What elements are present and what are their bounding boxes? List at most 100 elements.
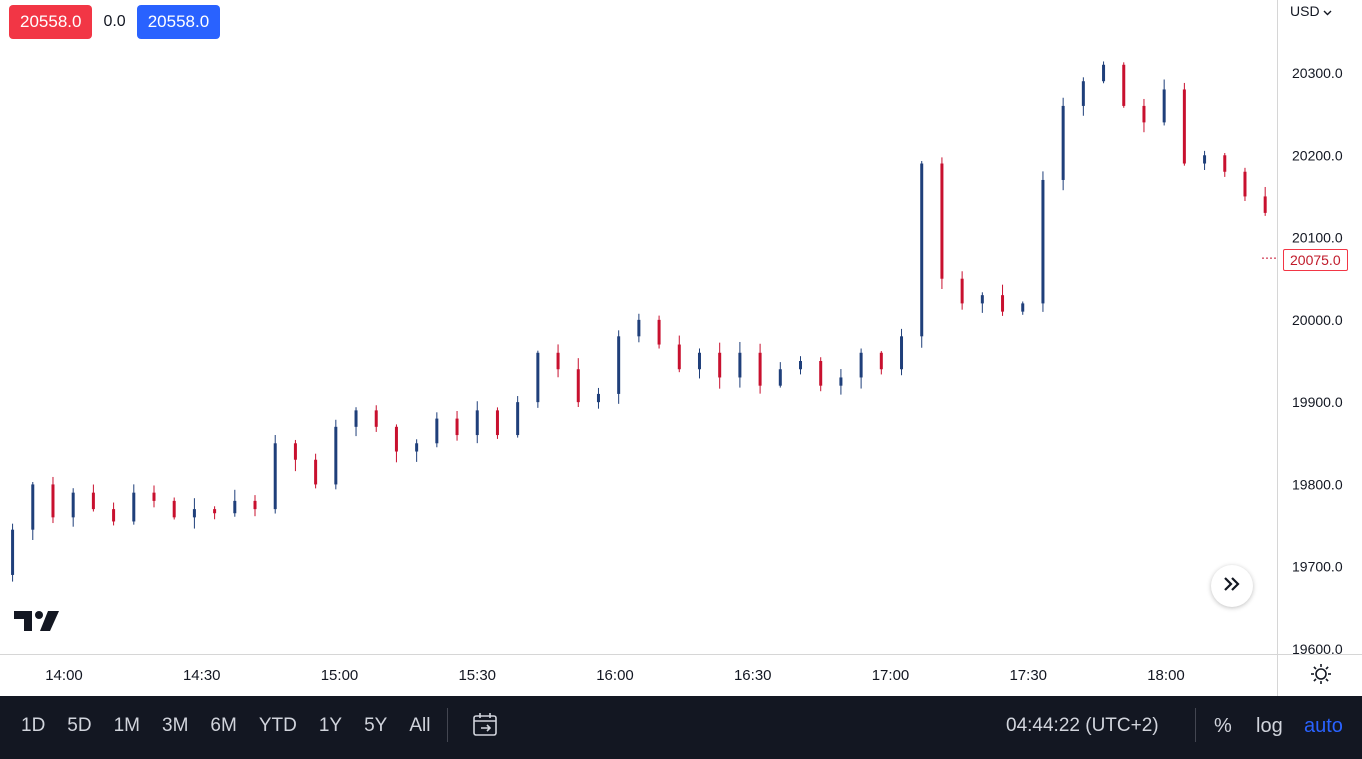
auto-scale-button[interactable]: auto bbox=[1304, 715, 1343, 737]
range-all[interactable]: All bbox=[409, 715, 431, 736]
date-range-icon[interactable] bbox=[472, 712, 498, 743]
candle-body bbox=[1223, 155, 1227, 172]
chart-settings-corner[interactable] bbox=[1277, 654, 1362, 697]
candle-body bbox=[778, 369, 782, 386]
candlestick-plot[interactable] bbox=[0, 0, 1277, 654]
candle-up bbox=[1081, 77, 1085, 116]
range-selector: 1D 5D 1M 3M 6M YTD 1Y 5Y All bbox=[10, 696, 441, 756]
candle-body bbox=[637, 319, 641, 337]
sell-price-button[interactable]: 20558.0 bbox=[9, 5, 93, 39]
currency-selector[interactable]: USD bbox=[1290, 3, 1332, 19]
candle-down bbox=[253, 495, 257, 517]
time-tick-label: 15:00 bbox=[321, 667, 359, 684]
time-tick-label: 16:00 bbox=[596, 667, 634, 684]
clock-timezone[interactable]: 04:44:22 (UTC+2) bbox=[1006, 715, 1159, 736]
last-price-label: 20075.0 bbox=[1283, 249, 1348, 271]
candle-body bbox=[677, 344, 681, 370]
candle-body bbox=[71, 492, 75, 518]
candle-down bbox=[556, 344, 560, 378]
candle-down bbox=[576, 358, 580, 407]
candle-down bbox=[758, 343, 762, 394]
price-tick-label: 20000.0 bbox=[1292, 312, 1343, 328]
buy-price-button[interactable]: 20558.0 bbox=[136, 5, 221, 39]
candle-up bbox=[354, 407, 358, 437]
candle-up bbox=[980, 292, 984, 313]
candle-body bbox=[960, 278, 964, 304]
candle-down bbox=[394, 424, 398, 463]
time-axis-ticks: 14:00 14:30 15:00 15:30 16:00 16:30 17:00 17:30… bbox=[45, 667, 1185, 684]
time-tick-label: 14:00 bbox=[45, 667, 83, 684]
candle-body bbox=[1102, 64, 1106, 82]
candle-body bbox=[334, 426, 338, 485]
candle-body bbox=[31, 484, 35, 530]
range-1y[interactable]: 1Y bbox=[318, 715, 343, 736]
price-tick-label: 19700.0 bbox=[1292, 559, 1343, 575]
range-1m[interactable]: 1M bbox=[113, 715, 140, 736]
candle-down bbox=[1182, 82, 1186, 166]
candle-down bbox=[1223, 153, 1227, 177]
candle-body bbox=[394, 426, 398, 452]
candle-up bbox=[920, 160, 924, 348]
candle-down bbox=[1263, 186, 1267, 216]
candle-up bbox=[1102, 61, 1106, 84]
candle-up bbox=[415, 439, 419, 462]
time-axis[interactable]: 14:00 14:30 15:00 15:30 16:00 16:30 17:00 17:30… bbox=[0, 654, 1277, 697]
candle-body bbox=[1001, 295, 1005, 312]
candle-body bbox=[799, 361, 803, 370]
candle-body bbox=[1263, 196, 1267, 213]
scroll-to-realtime-button[interactable] bbox=[1211, 565, 1253, 607]
range-5y[interactable]: 5Y bbox=[364, 715, 388, 736]
candle-body bbox=[293, 443, 297, 460]
double-chevron-right-icon bbox=[1223, 576, 1241, 596]
candle-body bbox=[435, 418, 439, 444]
candle-body bbox=[475, 410, 479, 436]
range-3m[interactable]: 3M bbox=[162, 715, 189, 736]
candle-body bbox=[617, 336, 621, 394]
sun-settings-icon[interactable] bbox=[1310, 663, 1332, 690]
candle-body bbox=[718, 352, 722, 378]
candle-body bbox=[1182, 89, 1186, 164]
candle-down bbox=[314, 453, 318, 489]
range-5d[interactable]: 5D bbox=[67, 715, 92, 736]
candle-down bbox=[455, 411, 459, 441]
toolbar-divider bbox=[447, 708, 448, 742]
percent-scale-button[interactable]: % bbox=[1214, 715, 1232, 737]
candle-up bbox=[637, 313, 641, 343]
candle-down bbox=[879, 351, 883, 375]
candle-down bbox=[152, 485, 156, 508]
candle-up bbox=[1203, 150, 1207, 170]
candle-body bbox=[516, 402, 520, 436]
price-axis-ticks: 20300.0 20200.0 20100.0 20000.0 19900.0 19800… bbox=[1292, 65, 1343, 654]
candle-body bbox=[758, 352, 762, 386]
price-tick-label: 20300.0 bbox=[1292, 65, 1343, 81]
candle-down bbox=[1001, 284, 1005, 316]
range-ytd[interactable]: YTD bbox=[258, 715, 297, 736]
candle-body bbox=[596, 393, 600, 403]
candle-up bbox=[900, 328, 904, 376]
candle-up bbox=[334, 419, 338, 490]
candle-body bbox=[819, 361, 823, 386]
candle-body bbox=[1122, 64, 1126, 106]
chart-plot-area[interactable]: 20558.0 0.0 20558.0 bbox=[0, 0, 1277, 654]
candle-up bbox=[192, 498, 196, 529]
price-tick-label: 19600.0 bbox=[1292, 641, 1343, 654]
spread-value: 0.0 bbox=[103, 13, 126, 30]
candle-up bbox=[1162, 79, 1166, 126]
candle-down bbox=[374, 405, 378, 432]
price-tick-label: 19800.0 bbox=[1292, 476, 1343, 492]
candle-body bbox=[415, 443, 419, 452]
candle-down bbox=[495, 407, 499, 439]
price-axis[interactable]: 20300.0 20200.0 20100.0 20000.0 19900.0 19800… bbox=[1277, 0, 1362, 654]
candle-body bbox=[1162, 89, 1166, 123]
candle-up bbox=[475, 401, 479, 444]
candle-body bbox=[495, 410, 499, 436]
candle-up bbox=[778, 362, 782, 388]
candle-body bbox=[536, 352, 540, 403]
candle-down bbox=[1142, 98, 1146, 133]
candle-down bbox=[51, 476, 55, 524]
log-scale-button[interactable]: log bbox=[1256, 715, 1283, 737]
range-1d[interactable]: 1D bbox=[21, 715, 46, 736]
candle-body bbox=[1021, 303, 1025, 312]
range-6m[interactable]: 6M bbox=[210, 715, 237, 736]
candle-body bbox=[273, 443, 277, 510]
